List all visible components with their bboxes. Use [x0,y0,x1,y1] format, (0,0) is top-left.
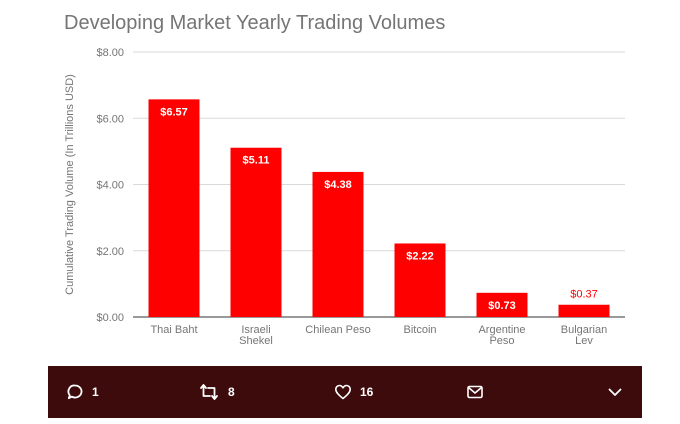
data-label: $4.38 [324,179,352,191]
like-count: 16 [360,385,374,399]
y-tick-label: $6.00 [96,113,124,125]
like-button[interactable]: 16 [334,366,373,418]
y-tick-label: $4.00 [96,180,124,192]
y-axis-label: Cumulative Trading Volume (In Trillions … [64,74,76,295]
x-tick-label: Bitcoin [403,324,436,336]
x-tick-label: Israeli Shekel [239,324,273,347]
chevron-down-icon [606,383,624,401]
reply-button[interactable]: 1 [66,366,99,418]
x-tick-label: Thai Baht [150,324,197,336]
bar [148,99,200,318]
reply-icon [66,383,84,401]
y-tick-label: $0.00 [96,312,124,324]
bar-chart: $0.00 $2.00 $4.00 $6.00 $8.00 Cumulative Trad… [64,47,625,347]
bar [312,171,364,317]
tweet-action-bar: 1 8 16 [48,366,642,418]
x-tick-label: Chilean Peso [305,324,370,336]
bar [394,243,446,317]
bar [476,292,528,317]
y-tick-label: $8.00 [96,47,124,59]
data-label: $2.22 [406,250,434,262]
retweet-count: 8 [228,385,235,399]
data-label: $0.73 [488,300,516,312]
bar [230,147,282,317]
data-label: $0.37 [570,289,598,301]
retweet-button[interactable]: 8 [198,366,235,418]
retweet-icon [198,383,220,401]
message-button[interactable] [466,366,484,418]
y-tick-label: $2.00 [96,246,124,258]
envelope-icon [466,383,484,401]
data-label: $6.57 [160,106,188,118]
bar [558,304,610,317]
heart-icon [334,383,352,401]
chart-title: Developing Market Yearly Trading Volumes [64,12,446,34]
x-tick-label: Argentine Peso [478,324,525,347]
data-label: $5.11 [243,155,270,167]
reply-count: 1 [92,385,99,399]
more-options-button[interactable] [606,366,624,418]
x-tick-label: Bulgarian Lev [561,324,607,347]
